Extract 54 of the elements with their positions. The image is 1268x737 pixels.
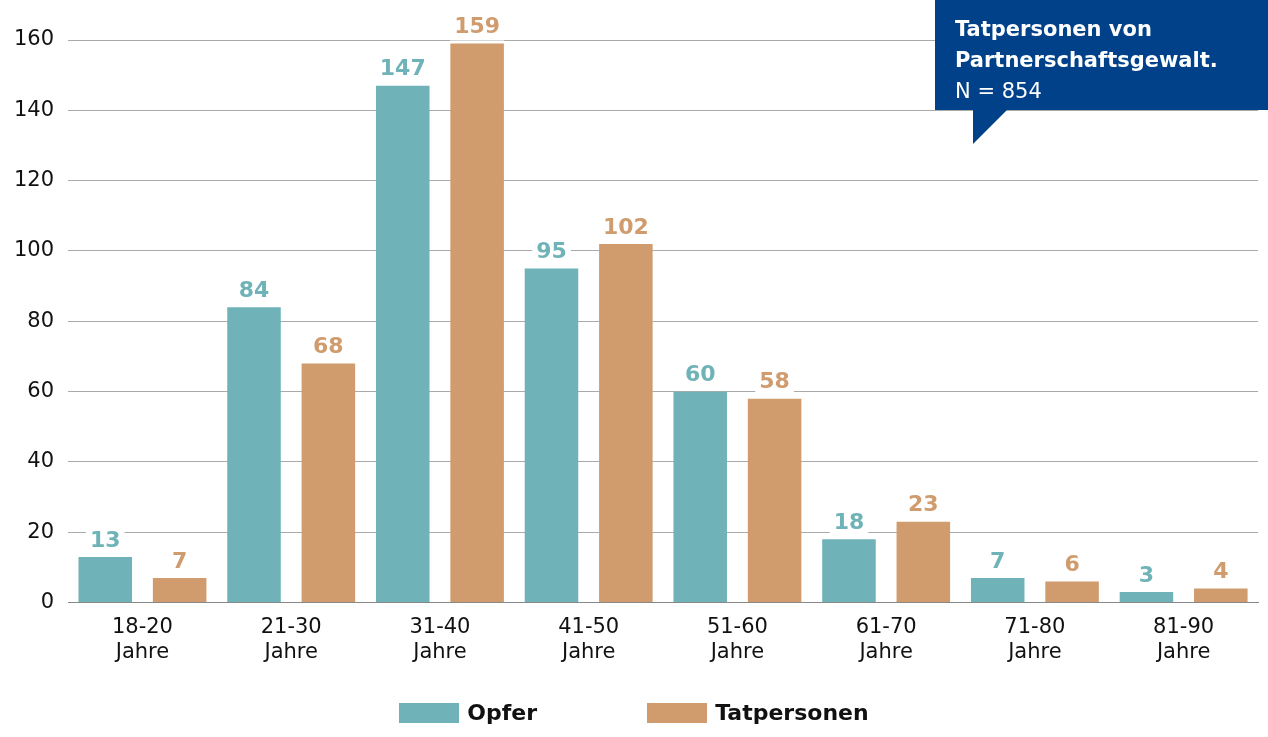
x-tick-label: 31-40 Jahre bbox=[409, 613, 471, 663]
speech-bubble: Tatpersonen von Partnerschaftsgewalt. N = 854 bbox=[935, 0, 1268, 110]
data-label: 13 bbox=[89, 526, 121, 552]
bar bbox=[375, 85, 430, 603]
y-tick-label: 120 bbox=[13, 167, 55, 192]
data-label: 84 bbox=[238, 276, 270, 302]
x-tick-label: 41-50 Jahre bbox=[558, 613, 620, 663]
data-label: 147 bbox=[379, 55, 426, 81]
bar bbox=[1119, 592, 1174, 603]
bar bbox=[1045, 581, 1099, 603]
legend-label: Tatpersonen bbox=[715, 700, 869, 725]
bar bbox=[78, 556, 133, 603]
x-tick-label: 81-90 Jahre bbox=[1153, 613, 1215, 663]
data-label: 95 bbox=[536, 238, 567, 264]
bar bbox=[599, 243, 653, 603]
y-tick-label: 80 bbox=[27, 307, 55, 332]
data-label: 7 bbox=[990, 547, 1006, 573]
y-tick-label: 140 bbox=[13, 96, 55, 121]
y-tick-label: 100 bbox=[13, 237, 55, 262]
data-label: 58 bbox=[759, 368, 790, 394]
data-label: 7 bbox=[171, 547, 188, 573]
bar bbox=[747, 398, 802, 603]
bar bbox=[450, 43, 504, 603]
x-tick-label: 71-80 Jahre bbox=[1004, 613, 1066, 663]
y-tick-label: 60 bbox=[27, 378, 55, 403]
data-label: 159 bbox=[454, 13, 501, 39]
bar bbox=[1194, 588, 1248, 603]
annotation: Tatpersonen von Partnerschaftsgewalt. bbox=[955, 16, 1219, 74]
data-label: 102 bbox=[602, 213, 649, 239]
x-tick-label: 61-70 Jahre bbox=[855, 613, 917, 663]
data-label: 6 bbox=[1064, 551, 1080, 577]
data-label: 23 bbox=[908, 491, 939, 517]
bar bbox=[227, 307, 281, 603]
legend-label: Opfer bbox=[467, 700, 538, 725]
y-tick-label: 20 bbox=[27, 518, 55, 543]
data-label: 4 bbox=[1213, 558, 1229, 584]
data-label: 68 bbox=[313, 333, 344, 359]
bar bbox=[896, 521, 951, 603]
y-tick-label: 40 bbox=[27, 448, 55, 473]
data-label: 18 bbox=[833, 509, 865, 535]
bar bbox=[970, 577, 1025, 603]
data-label: 60 bbox=[684, 361, 716, 387]
bar bbox=[822, 539, 876, 603]
bar bbox=[152, 577, 207, 603]
annotation: N = 854 bbox=[955, 78, 1043, 105]
data-label: 3 bbox=[1138, 561, 1155, 587]
bar bbox=[673, 391, 727, 603]
x-tick-label: 18-20 Jahre bbox=[111, 613, 173, 663]
y-tick-label: 160 bbox=[13, 26, 55, 51]
x-tick-label: 51-60 Jahre bbox=[706, 613, 768, 663]
y-tick-label: 0 bbox=[40, 589, 55, 614]
bar bbox=[301, 363, 356, 603]
bar bbox=[524, 268, 579, 603]
x-tick-label: 21-30 Jahre bbox=[260, 613, 322, 663]
